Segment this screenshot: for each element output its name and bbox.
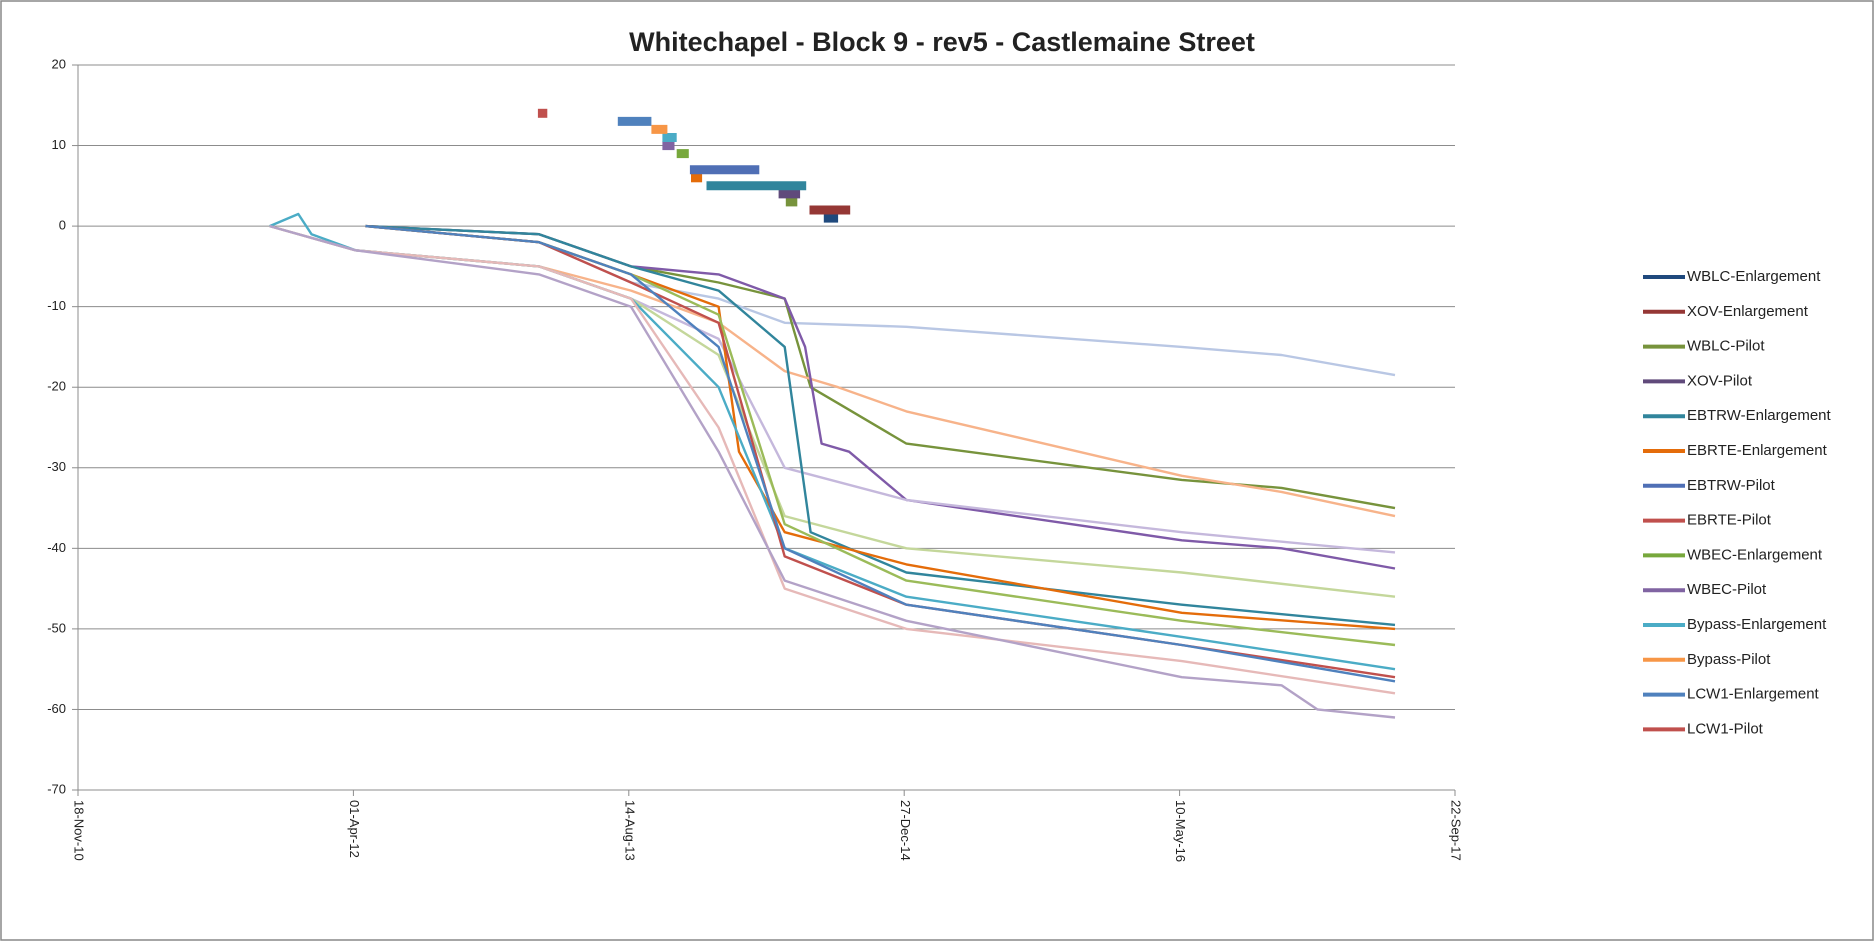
x-tick-label: 18-Nov-10 <box>72 800 87 861</box>
legend-text: EBRTE-Enlargement <box>1687 442 1828 459</box>
x-tick-label: 01-Apr-12 <box>347 800 362 858</box>
x-tick-label: 22-Sep-17 <box>1449 800 1464 861</box>
legend-text: XOV-Pilot <box>1687 372 1753 389</box>
monitoring-line <box>365 224 1396 627</box>
legend-text: EBTRW-Pilot <box>1687 477 1776 494</box>
legend-text: WBEC-Enlargement <box>1687 546 1823 563</box>
y-tick-label: -70 <box>47 781 66 796</box>
legend-text: Bypass-Enlargement <box>1687 616 1827 633</box>
x-tick-label: 14-Aug-13 <box>622 800 637 861</box>
y-tick-label: -60 <box>47 701 66 716</box>
legend-text: LCW1-Enlargement <box>1687 686 1820 703</box>
y-tick-label: 10 <box>52 137 66 152</box>
y-tick-label: -10 <box>47 298 66 313</box>
y-tick-label: -40 <box>47 540 66 555</box>
legend-text: EBTRW-Enlargement <box>1687 407 1831 424</box>
legend-text: EBRTE-Pilot <box>1687 512 1772 529</box>
legend-text: WBEC-Pilot <box>1687 581 1767 598</box>
legend-text: WBLC-Pilot <box>1687 338 1765 355</box>
x-tick-label: 27-Dec-14 <box>898 800 913 861</box>
chart-title: Whitechapel - Block 9 - rev5 - Castlemai… <box>629 27 1255 57</box>
legend-text: Bypass-Pilot <box>1687 651 1771 668</box>
y-tick-label: 20 <box>52 56 66 71</box>
monitoring-line <box>269 224 1396 719</box>
y-tick-label: -50 <box>47 620 66 635</box>
legend-text: LCW1-Pilot <box>1687 720 1764 737</box>
y-tick-label: 0 <box>59 218 66 233</box>
monitoring-line <box>269 224 1396 695</box>
x-tick-label: 10-May-16 <box>1173 800 1188 862</box>
y-tick-label: -30 <box>47 459 66 474</box>
legend-text: XOV-Enlargement <box>1687 303 1809 320</box>
legend-text: WBLC-Enlargement <box>1687 268 1821 285</box>
monitoring-line <box>365 224 1396 683</box>
y-tick-label: -20 <box>47 379 66 394</box>
